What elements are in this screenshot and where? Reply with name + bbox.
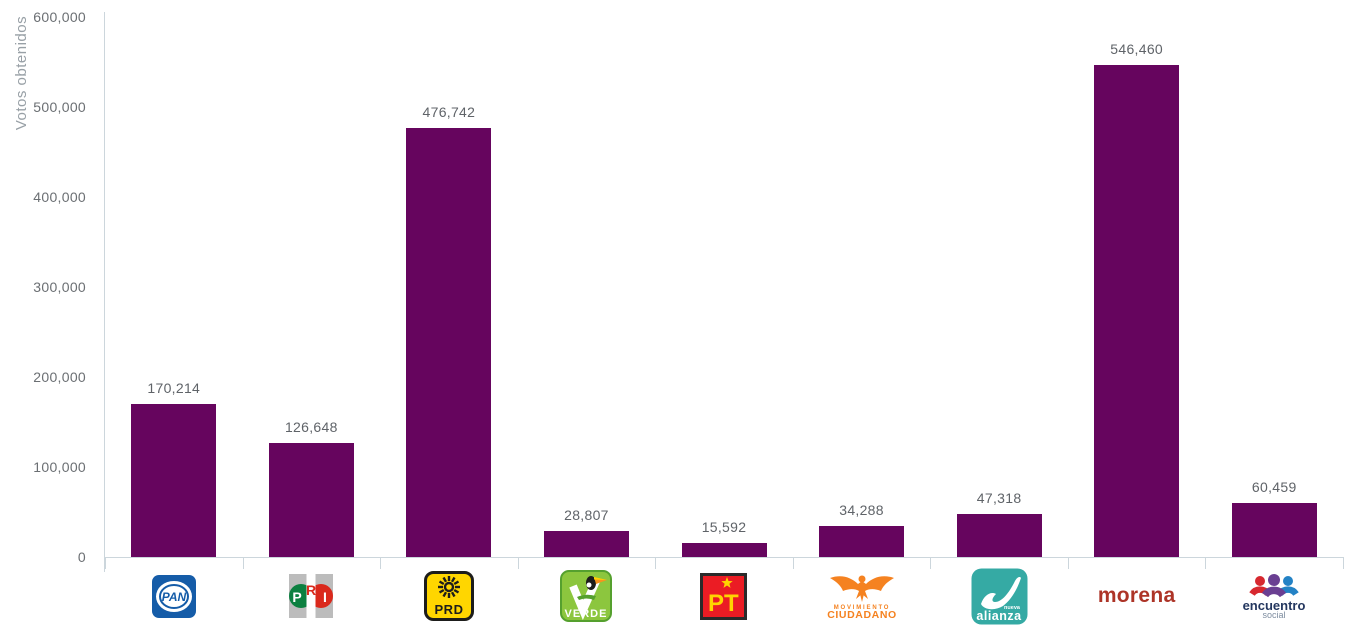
- bar-morena[interactable]: [1094, 65, 1180, 557]
- bar-verde[interactable]: [543, 531, 629, 557]
- x-axis-line: [105, 557, 1343, 558]
- pan-logo-icon: PAN: [151, 574, 196, 618]
- bar-pri[interactable]: [268, 443, 354, 557]
- x-axis-logo-pri: P R I: [243, 566, 381, 626]
- x-axis-tick: [792, 557, 794, 569]
- pt-logo-icon: PT: [700, 572, 748, 620]
- svg-text:encuentro: encuentro: [1243, 598, 1306, 613]
- x-axis-tick: [380, 557, 382, 569]
- x-axis-tick: [1205, 557, 1207, 569]
- encuentro-social-logo-icon: encuentro social: [1243, 574, 1306, 619]
- svg-text:nueva: nueva: [1004, 605, 1021, 611]
- x-axis-tick: [930, 557, 932, 569]
- x-axis-tick: [242, 557, 244, 569]
- x-axis-tick: [1067, 557, 1069, 569]
- svg-text:R: R: [306, 582, 316, 598]
- x-axis-logo-prd: PRD: [380, 566, 518, 626]
- x-axis-tick: [105, 557, 106, 569]
- svg-text:PAN: PAN: [162, 590, 187, 604]
- bar-value-label-es: 60,459: [1251, 479, 1297, 495]
- y-axis-line: [104, 12, 105, 572]
- svg-text:I: I: [323, 589, 327, 605]
- svg-text:social: social: [1263, 610, 1286, 619]
- x-axis-tick: [1343, 557, 1344, 569]
- x-axis-logo-na: nueva alianza: [930, 566, 1068, 626]
- bar-value-label-prd: 476,742: [422, 104, 476, 120]
- nueva-alianza-logo-icon: nueva alianza: [971, 568, 1028, 624]
- bar-value-label-pan: 170,214: [147, 380, 201, 396]
- x-axis-logo-pan: PAN: [105, 566, 243, 626]
- y-axis-tick-label: 400,000: [33, 189, 86, 205]
- x-axis-tick: [655, 557, 657, 569]
- prd-logo-icon: PRD: [423, 571, 474, 621]
- bar-pt[interactable]: [681, 543, 767, 557]
- morena-logo-text: morena: [1097, 584, 1176, 607]
- x-axis-tick: [517, 557, 519, 569]
- bar-value-label-mc: 34,288: [839, 502, 884, 518]
- y-axis-tick-label: 200,000: [33, 369, 86, 385]
- bar-prd[interactable]: [406, 128, 492, 557]
- movimiento-ciudadano-logo-icon: MOVIMIENTO CIUDADANO: [827, 575, 897, 620]
- pri-logo-icon: P R I: [289, 574, 334, 618]
- x-axis-logo-morena: morena: [1068, 566, 1206, 626]
- y-axis-tick-label: 0: [77, 549, 86, 565]
- bar-value-label-verde: 28,807: [564, 507, 609, 523]
- y-axis-title: Votos obtenidos: [13, 15, 30, 131]
- svg-text:P: P: [293, 589, 302, 605]
- y-axis-tick-label: 100,000: [33, 459, 86, 475]
- bar-na[interactable]: [956, 514, 1042, 557]
- bar-value-label-pt: 15,592: [701, 519, 747, 535]
- verde-logo-icon: VERDE: [560, 570, 613, 622]
- x-axis-logo-es: encuentro social: [1205, 566, 1343, 626]
- svg-text:PT: PT: [708, 590, 739, 617]
- bar-pan[interactable]: [131, 404, 217, 557]
- svg-text:PRD: PRD: [434, 602, 463, 617]
- bar-value-label-morena: 546,460: [1110, 41, 1164, 57]
- bar-mc[interactable]: [819, 526, 905, 557]
- y-axis-tick-label: 600,000: [33, 9, 86, 25]
- bar-es[interactable]: [1231, 503, 1317, 557]
- x-axis-logo-pt: PT: [655, 566, 793, 626]
- bar-value-label-na: 47,318: [976, 490, 1022, 506]
- bar-value-label-pri: 126,648: [284, 419, 338, 435]
- svg-text:CIUDADANO: CIUDADANO: [827, 609, 897, 620]
- y-axis-tick-label: 500,000: [33, 99, 86, 115]
- svg-text:alianza: alianza: [976, 609, 1022, 623]
- x-axis-logo-verde: VERDE: [518, 566, 656, 626]
- x-axis-logo-mc: MOVIMIENTO CIUDADANO: [793, 566, 931, 626]
- y-axis-tick-label: 300,000: [33, 279, 86, 295]
- svg-text:MOVIMIENTO: MOVIMIENTO: [833, 605, 890, 611]
- svg-text:VERDE: VERDE: [565, 608, 608, 620]
